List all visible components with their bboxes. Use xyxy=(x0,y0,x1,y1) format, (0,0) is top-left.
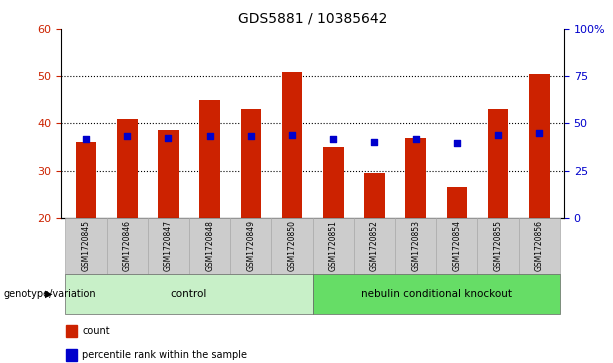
Bar xyxy=(529,74,549,218)
FancyBboxPatch shape xyxy=(313,218,354,274)
FancyBboxPatch shape xyxy=(313,274,560,314)
Text: GSM1720847: GSM1720847 xyxy=(164,220,173,272)
FancyBboxPatch shape xyxy=(395,218,436,274)
FancyBboxPatch shape xyxy=(107,218,148,274)
Text: nebulin conditional knockout: nebulin conditional knockout xyxy=(360,289,512,299)
Point xyxy=(123,133,132,139)
Text: control: control xyxy=(171,289,207,299)
Point xyxy=(164,135,173,140)
Bar xyxy=(405,138,426,218)
Point xyxy=(287,132,297,138)
Title: GDS5881 / 10385642: GDS5881 / 10385642 xyxy=(238,11,387,25)
Point xyxy=(329,136,338,142)
Point xyxy=(535,130,544,136)
Text: percentile rank within the sample: percentile rank within the sample xyxy=(82,350,248,360)
Bar xyxy=(364,173,385,218)
Text: ▶: ▶ xyxy=(45,289,52,299)
FancyBboxPatch shape xyxy=(436,218,478,274)
FancyBboxPatch shape xyxy=(66,274,313,314)
Bar xyxy=(240,109,261,218)
Text: GSM1720852: GSM1720852 xyxy=(370,220,379,272)
Text: GSM1720854: GSM1720854 xyxy=(452,220,462,272)
Bar xyxy=(446,187,467,218)
Text: GSM1720856: GSM1720856 xyxy=(535,220,544,272)
Bar xyxy=(117,119,137,218)
Text: GSM1720845: GSM1720845 xyxy=(82,220,91,272)
Text: GSM1720846: GSM1720846 xyxy=(123,220,132,272)
Bar xyxy=(323,147,343,218)
Bar xyxy=(158,130,179,218)
Point xyxy=(370,139,379,145)
Text: GSM1720851: GSM1720851 xyxy=(329,220,338,272)
Point xyxy=(452,140,462,146)
Text: count: count xyxy=(82,326,110,336)
FancyBboxPatch shape xyxy=(519,218,560,274)
FancyBboxPatch shape xyxy=(148,218,189,274)
Bar xyxy=(488,109,508,218)
FancyBboxPatch shape xyxy=(272,218,313,274)
Text: GSM1720849: GSM1720849 xyxy=(246,220,256,272)
Text: genotype/variation: genotype/variation xyxy=(3,289,96,299)
Bar xyxy=(66,325,77,337)
Text: GSM1720855: GSM1720855 xyxy=(493,220,503,272)
Point xyxy=(81,136,91,142)
Text: GSM1720853: GSM1720853 xyxy=(411,220,420,272)
Text: GSM1720848: GSM1720848 xyxy=(205,220,214,272)
Point xyxy=(411,136,421,142)
Bar xyxy=(199,100,220,218)
FancyBboxPatch shape xyxy=(230,218,272,274)
Point xyxy=(246,133,256,139)
FancyBboxPatch shape xyxy=(478,218,519,274)
Bar xyxy=(282,72,302,218)
FancyBboxPatch shape xyxy=(354,218,395,274)
Bar xyxy=(66,349,77,361)
Point xyxy=(493,132,503,138)
FancyBboxPatch shape xyxy=(189,218,230,274)
FancyBboxPatch shape xyxy=(66,218,107,274)
Point xyxy=(205,133,215,139)
Bar xyxy=(76,142,96,218)
Text: GSM1720850: GSM1720850 xyxy=(287,220,297,272)
